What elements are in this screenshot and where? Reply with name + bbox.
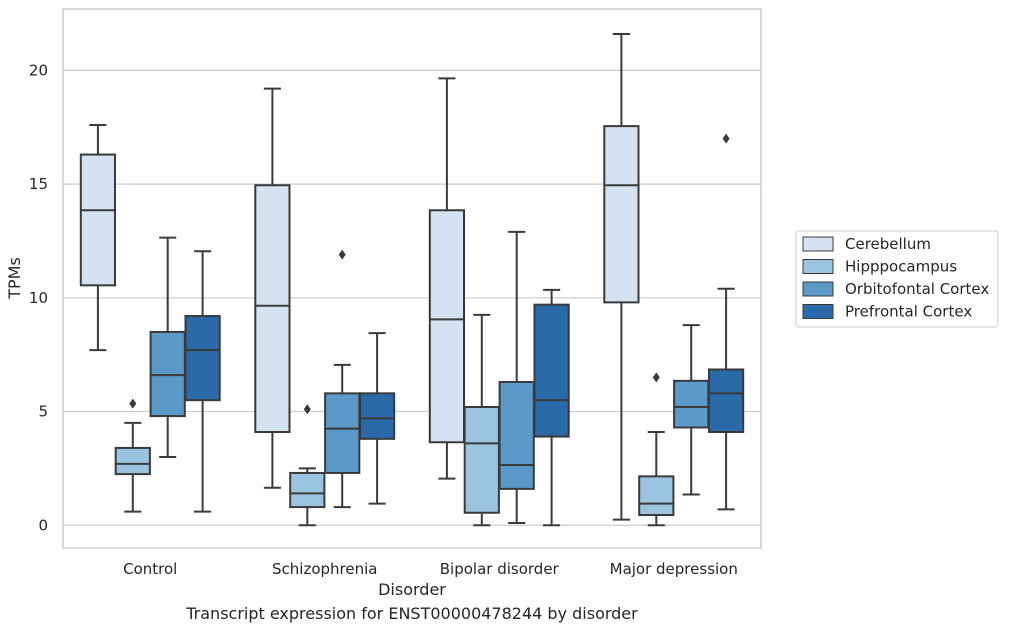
legend-swatch xyxy=(802,304,834,319)
y-tick-label: 10 xyxy=(29,289,48,307)
x-axis-label: Disorder xyxy=(378,580,446,599)
box-iqr xyxy=(184,315,221,402)
box-hipppocampus xyxy=(289,404,326,527)
y-axis-label: TPMs xyxy=(5,257,24,300)
legend-swatch xyxy=(802,236,834,252)
box-iqr xyxy=(254,184,291,434)
box-hipppocampus xyxy=(638,372,675,527)
box-iqr xyxy=(498,380,535,490)
x-tick-label: Major depression xyxy=(610,560,738,578)
outlier-point xyxy=(129,398,137,409)
outlier-point xyxy=(338,249,346,260)
outlier-point xyxy=(652,372,660,383)
box-iqr xyxy=(603,125,640,304)
outlier-point xyxy=(722,133,730,144)
legend-frame xyxy=(795,230,999,328)
legend-label: Hipppocampus xyxy=(845,258,957,276)
box-iqr xyxy=(114,446,151,476)
legend-swatch xyxy=(802,259,834,274)
box-iqr xyxy=(149,330,186,418)
plot-area xyxy=(62,8,762,549)
box-iqr xyxy=(463,405,500,514)
box-orbitofontal-cortex xyxy=(324,249,361,509)
legend-label: Orbitofontal Cortex xyxy=(845,280,989,298)
x-tick-label: Bipolar disorder xyxy=(440,560,560,578)
outlier-point xyxy=(303,404,311,415)
box-orbitofontal-cortex xyxy=(149,236,186,459)
box-prefrontal-cortex xyxy=(707,133,745,511)
box-orbitofontal-cortex xyxy=(498,230,535,524)
box-cerebellum xyxy=(254,87,291,489)
box-cerebellum xyxy=(428,77,466,480)
box-prefrontal-cortex xyxy=(533,288,570,527)
box-iqr xyxy=(428,209,466,444)
box-orbitofontal-cortex xyxy=(673,324,710,496)
legend-label: Prefrontal Cortex xyxy=(845,303,972,321)
x-tick-label: Schizophrenia xyxy=(272,560,377,578)
x-tick-label: Control xyxy=(123,560,177,578)
box-iqr xyxy=(533,303,570,438)
box-prefrontal-cortex xyxy=(358,332,396,505)
box-hipppocampus xyxy=(463,313,500,527)
y-tick-label: 20 xyxy=(29,61,48,79)
y-tick-label: 5 xyxy=(38,403,48,421)
box-iqr xyxy=(673,379,710,429)
box-iqr xyxy=(638,475,675,517)
y-tick-label: 0 xyxy=(38,516,48,534)
box-iqr xyxy=(324,392,361,474)
box-hipppocampus xyxy=(114,398,151,513)
legend: Cerebellum Hipppocampus Orbitofontal Corte… xyxy=(795,230,999,328)
y-tick-labels: 0 5 10 15 20 xyxy=(29,61,48,534)
box-iqr xyxy=(358,392,396,440)
x-tick-labels: Control Schizophrenia Bipolar disorder Majo… xyxy=(123,560,738,578)
box-iqr xyxy=(289,471,326,509)
box-iqr xyxy=(79,153,117,287)
legend-swatch xyxy=(802,281,834,297)
box-cerebellum xyxy=(603,33,640,521)
chart-caption: Transcript expression for ENST0000047824… xyxy=(186,604,638,623)
box-cerebellum xyxy=(79,123,117,352)
legend-label: Cerebellum xyxy=(845,235,931,253)
y-tick-label: 15 xyxy=(29,175,48,193)
box-prefrontal-cortex xyxy=(184,250,221,513)
box-iqr xyxy=(707,368,745,434)
box-groups xyxy=(79,33,745,527)
